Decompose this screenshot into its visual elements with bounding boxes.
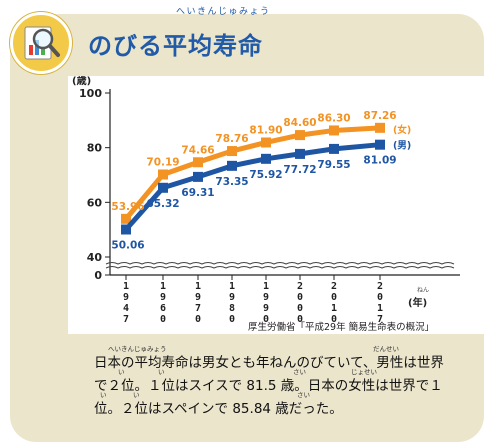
- page-title: のびる平均寿命: [88, 32, 263, 60]
- data-label-male: 79.55: [317, 159, 350, 171]
- data-label-female: 87.26: [363, 110, 396, 122]
- data-label-female: 78.76: [215, 133, 248, 145]
- ruby-i-3: い: [100, 391, 107, 399]
- data-point-female: [295, 130, 305, 141]
- data-point-male: [329, 143, 339, 154]
- data-point-male: [295, 148, 305, 159]
- data-label-female: 86.30: [317, 112, 350, 124]
- data-label-male: 81.09: [363, 155, 396, 167]
- data-point-male: [227, 160, 237, 171]
- ruby-i-2: い: [158, 368, 165, 376]
- y-tick-label: 40: [87, 251, 103, 264]
- data-point-female: [193, 157, 203, 168]
- series-legend-female: (女): [393, 124, 411, 136]
- series-legend-male: (男): [393, 141, 411, 152]
- data-label-male: 65.32: [146, 198, 179, 210]
- ruby-heikinjumyou: へいきんじゅみょう: [108, 345, 167, 353]
- ruby-dansei: だんせい: [373, 345, 399, 353]
- data-point-female: [158, 169, 168, 180]
- data-label-female: 84.60: [283, 117, 316, 129]
- ruby-i-4: い: [133, 391, 140, 399]
- data-point-male: [193, 171, 203, 182]
- y-tick-label: 100: [79, 87, 102, 100]
- y-axis-label: (歳): [72, 76, 91, 87]
- data-label-male: 50.06: [111, 240, 144, 252]
- chart-panel: 1008060400(歳)さい1947196019701980199020002…: [68, 76, 486, 334]
- caption-line-1: 日本の平均寿命は男女とも年ねんのびていて、男性は世界: [94, 355, 444, 371]
- ruby-josei: じょせい: [351, 368, 377, 376]
- data-point-female: [227, 146, 237, 157]
- source-note: 厚生労働省「平成29年 簡易生命表の概況」: [248, 322, 435, 333]
- data-label-female: 53.96: [111, 201, 144, 213]
- ruby-sai-2: さい: [297, 391, 310, 399]
- data-point-female: [329, 125, 339, 136]
- data-point-female: [121, 213, 131, 224]
- caption-line-2: で２位。１位はスイスで 81.5 歳。日本の女性は世界で１: [94, 378, 443, 394]
- series-line-female: [124, 125, 381, 221]
- caption-line-3: 位。２位はスペインで 85.84 歳だった。: [94, 401, 343, 417]
- y-tick-label: 0: [94, 269, 102, 282]
- data-point-male: [261, 153, 271, 164]
- data-point-male: [121, 224, 131, 235]
- data-label-male: 69.31: [181, 187, 214, 199]
- data-point-female: [261, 137, 271, 148]
- axis-break-line-2: [105, 266, 455, 269]
- data-label-male: 75.92: [249, 169, 282, 181]
- y-tick-label: 80: [87, 142, 103, 155]
- data-point-male: [158, 182, 168, 193]
- data-point-female: [375, 122, 385, 133]
- ruby-i-1: い: [118, 368, 125, 376]
- title-ruby: へいきんじゅみょう: [176, 7, 271, 17]
- y-tick-label: 60: [87, 196, 103, 209]
- series-line-male: [124, 142, 381, 232]
- data-label-female: 81.90: [249, 124, 282, 136]
- data-point-male: [375, 139, 385, 150]
- x-axis-label: (年): [408, 296, 427, 309]
- ruby-sai-1: さい: [293, 368, 306, 376]
- caption: 日本の平均寿命は男女とも年ねんのびていて、男性は世界 で２位。１位はスイスで 8…: [94, 352, 474, 421]
- data-label-female: 70.19: [146, 156, 179, 168]
- life-expectancy-chart: 1008060400(歳)さい1947196019701980199020002…: [72, 76, 460, 325]
- data-label-male: 77.72: [283, 164, 316, 176]
- data-label-female: 74.66: [181, 144, 214, 156]
- magnifier-chart-icon: [10, 12, 72, 74]
- x-axis-label-ruby: ねん: [417, 287, 429, 294]
- data-label-male: 73.35: [215, 176, 248, 188]
- axis-break-line-1: [105, 262, 455, 265]
